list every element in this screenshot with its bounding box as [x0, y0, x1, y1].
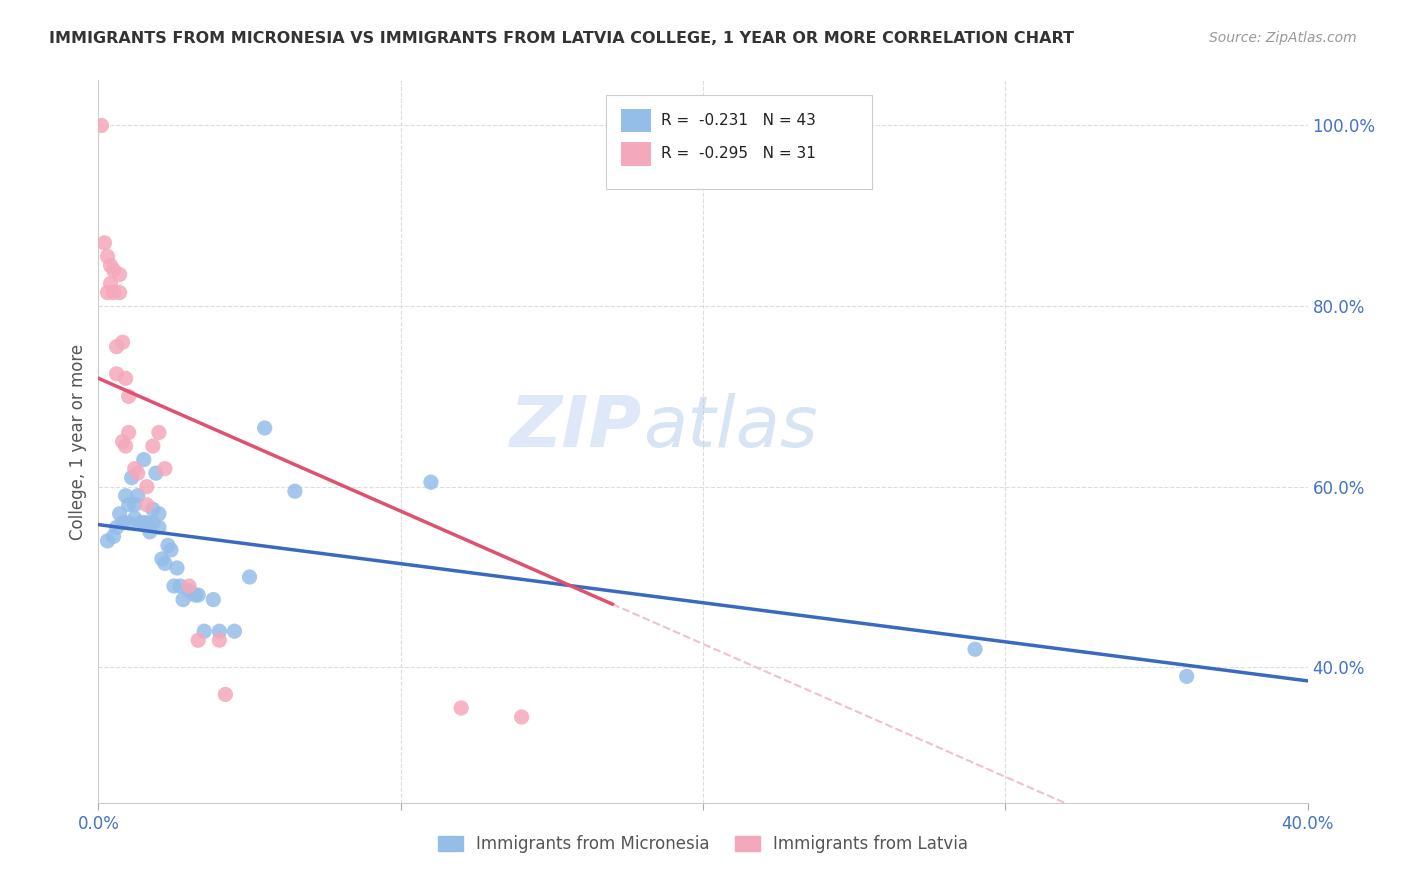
Point: [187, 633, 209, 648]
Text: R =  -0.231   N = 43: R = -0.231 N = 43: [661, 113, 815, 128]
Point: [127, 489, 149, 503]
Point: [118, 425, 141, 440]
Point: [108, 507, 131, 521]
Point: [148, 507, 170, 521]
Point: [169, 579, 191, 593]
Point: [108, 268, 131, 282]
Point: [166, 561, 188, 575]
Point: [148, 520, 170, 534]
Point: [135, 498, 157, 512]
Point: [208, 624, 231, 639]
Point: [150, 552, 173, 566]
Point: [108, 285, 131, 300]
Point: [135, 516, 157, 530]
Point: [139, 524, 162, 539]
Point: [111, 516, 134, 530]
Point: [179, 583, 201, 598]
Point: [129, 516, 152, 530]
Point: [172, 592, 194, 607]
Point: [103, 263, 125, 277]
Point: [1175, 669, 1198, 683]
Point: [202, 592, 225, 607]
Point: [160, 542, 183, 557]
Point: [135, 480, 157, 494]
Point: [103, 285, 125, 300]
Point: [103, 529, 125, 543]
Point: [100, 259, 122, 273]
Legend: Immigrants from Micronesia, Immigrants from Latvia: Immigrants from Micronesia, Immigrants f…: [432, 828, 974, 860]
Point: [193, 624, 215, 639]
Text: ZIP: ZIP: [510, 392, 643, 461]
Point: [153, 461, 176, 475]
Point: [142, 502, 165, 516]
Text: atlas: atlas: [643, 392, 817, 461]
Point: [90, 119, 112, 133]
Point: [965, 642, 987, 657]
Point: [142, 439, 165, 453]
Point: [105, 520, 128, 534]
Point: [156, 538, 179, 552]
Point: [253, 421, 276, 435]
Point: [208, 633, 231, 648]
Point: [224, 624, 246, 639]
Point: [96, 285, 118, 300]
Point: [124, 498, 146, 512]
Point: [132, 452, 155, 467]
Point: [118, 389, 141, 403]
Point: [214, 687, 236, 701]
Point: [118, 498, 141, 512]
Point: [420, 475, 443, 490]
Point: [179, 579, 201, 593]
Point: [96, 533, 118, 548]
Point: [111, 434, 134, 449]
Point: [127, 466, 149, 480]
Text: Source: ZipAtlas.com: Source: ZipAtlas.com: [1209, 31, 1357, 45]
Point: [148, 425, 170, 440]
Point: [105, 340, 128, 354]
Point: [93, 235, 115, 250]
Point: [114, 371, 136, 385]
Point: [114, 439, 136, 453]
Point: [114, 489, 136, 503]
Point: [187, 588, 209, 602]
Point: [163, 579, 186, 593]
Point: [96, 249, 118, 263]
Text: R =  -0.295   N = 31: R = -0.295 N = 31: [661, 146, 815, 161]
Point: [239, 570, 262, 584]
Point: [124, 461, 146, 475]
Y-axis label: College, 1 year or more: College, 1 year or more: [69, 343, 87, 540]
FancyBboxPatch shape: [621, 143, 651, 166]
Point: [105, 367, 128, 381]
Point: [142, 516, 165, 530]
Text: IMMIGRANTS FROM MICRONESIA VS IMMIGRANTS FROM LATVIA COLLEGE, 1 YEAR OR MORE COR: IMMIGRANTS FROM MICRONESIA VS IMMIGRANTS…: [49, 31, 1074, 46]
FancyBboxPatch shape: [621, 109, 651, 132]
Point: [118, 516, 141, 530]
Point: [100, 277, 122, 291]
Point: [510, 710, 533, 724]
Point: [132, 516, 155, 530]
Point: [145, 466, 167, 480]
FancyBboxPatch shape: [606, 95, 872, 189]
Point: [184, 588, 207, 602]
Point: [121, 471, 143, 485]
Point: [284, 484, 307, 499]
Point: [153, 557, 176, 571]
Point: [124, 511, 146, 525]
Point: [111, 335, 134, 350]
Point: [450, 701, 472, 715]
